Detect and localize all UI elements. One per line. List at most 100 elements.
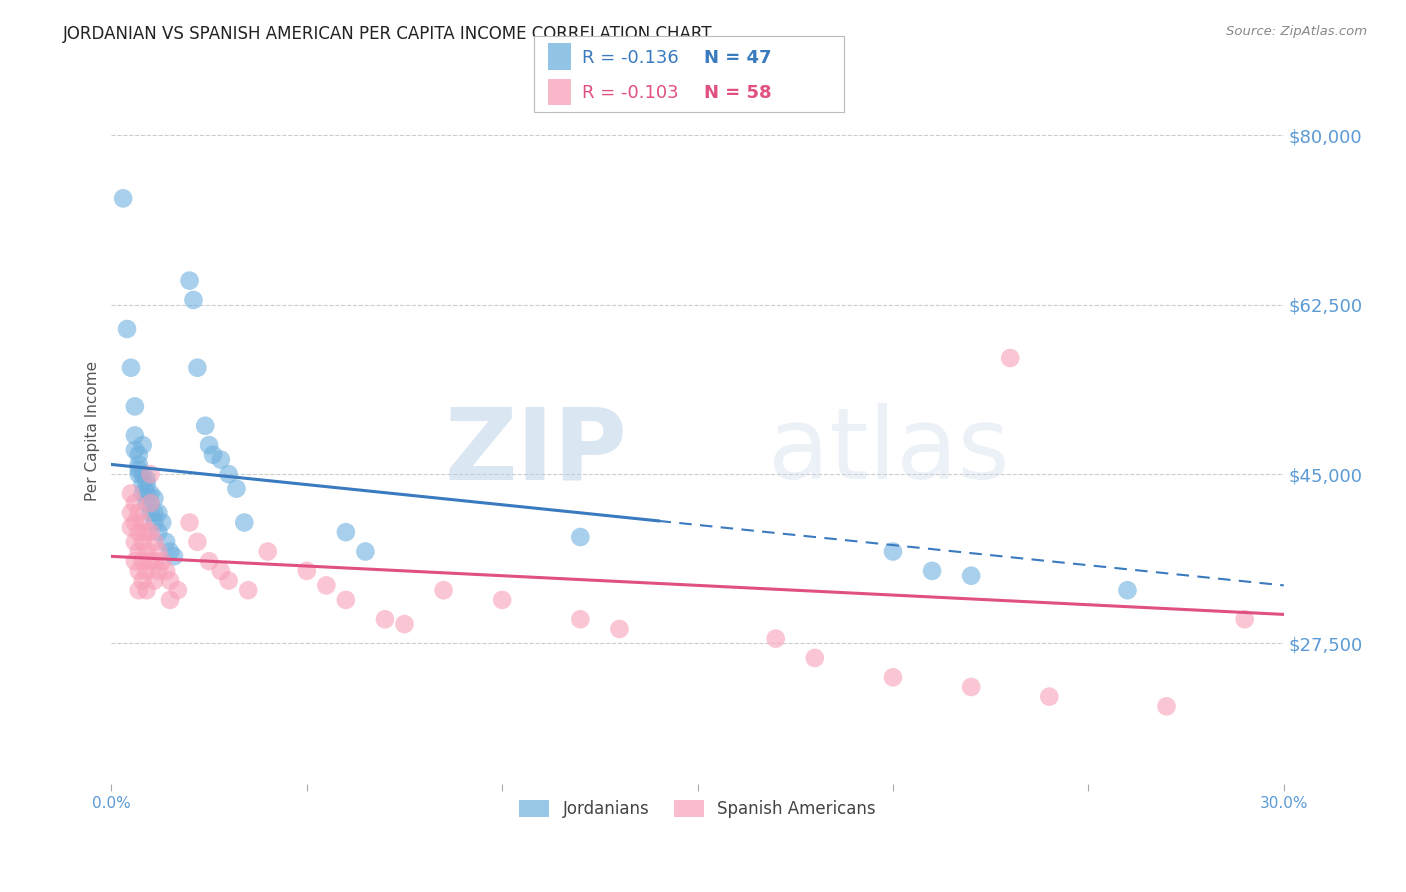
Text: ZIP: ZIP — [444, 403, 627, 500]
Point — [150, 516, 173, 530]
Point — [218, 467, 240, 482]
Point — [163, 549, 186, 564]
Point — [491, 593, 513, 607]
Point — [148, 525, 170, 540]
Point — [131, 476, 153, 491]
Point — [131, 516, 153, 530]
Point — [128, 564, 150, 578]
Point — [115, 322, 138, 336]
Point — [295, 564, 318, 578]
Point — [921, 564, 943, 578]
Point — [135, 583, 157, 598]
Point — [124, 400, 146, 414]
Point — [143, 506, 166, 520]
Point — [139, 506, 162, 520]
Point — [124, 554, 146, 568]
Point — [128, 462, 150, 476]
Point — [374, 612, 396, 626]
Point — [148, 564, 170, 578]
Y-axis label: Per Capita Income: Per Capita Income — [86, 360, 100, 500]
Point — [194, 418, 217, 433]
Point — [882, 670, 904, 684]
Point — [183, 293, 205, 307]
Point — [335, 525, 357, 540]
Point — [143, 491, 166, 506]
Point — [354, 544, 377, 558]
Point — [186, 360, 208, 375]
Point — [960, 568, 983, 582]
Point — [569, 612, 592, 626]
Point — [131, 467, 153, 482]
Text: atlas: atlas — [768, 403, 1010, 500]
Point — [225, 482, 247, 496]
Point — [198, 438, 221, 452]
Point — [120, 360, 142, 375]
Point — [128, 448, 150, 462]
Point — [233, 516, 256, 530]
Point — [218, 574, 240, 588]
Point — [128, 467, 150, 482]
Point — [155, 534, 177, 549]
Point — [143, 534, 166, 549]
Text: N = 47: N = 47 — [704, 49, 772, 68]
Point — [202, 448, 225, 462]
Point — [179, 274, 201, 288]
Point — [135, 564, 157, 578]
Point — [256, 544, 278, 558]
Point — [166, 583, 188, 598]
Point — [186, 534, 208, 549]
Point — [128, 525, 150, 540]
Point — [159, 544, 181, 558]
Point — [131, 534, 153, 549]
Text: R = -0.103: R = -0.103 — [582, 84, 679, 102]
Point — [131, 574, 153, 588]
Point — [765, 632, 787, 646]
Point — [128, 544, 150, 558]
Point — [1156, 699, 1178, 714]
Point — [128, 583, 150, 598]
Point — [155, 564, 177, 578]
Point — [139, 486, 162, 500]
Point — [143, 554, 166, 568]
Point — [159, 593, 181, 607]
Point — [124, 442, 146, 457]
Point — [238, 583, 260, 598]
Point — [139, 496, 162, 510]
Point — [131, 486, 153, 500]
Point — [150, 554, 173, 568]
Point — [124, 428, 146, 442]
Point — [135, 476, 157, 491]
Point — [131, 554, 153, 568]
Point — [139, 496, 162, 510]
Point — [335, 593, 357, 607]
Point — [124, 496, 146, 510]
Point — [148, 506, 170, 520]
Point — [804, 651, 827, 665]
Point — [209, 564, 232, 578]
Point — [139, 554, 162, 568]
Legend: Jordanians, Spanish Americans: Jordanians, Spanish Americans — [512, 793, 883, 825]
Point — [179, 516, 201, 530]
Point — [209, 452, 232, 467]
Point — [135, 472, 157, 486]
Point — [143, 516, 166, 530]
Point — [569, 530, 592, 544]
Point — [198, 554, 221, 568]
Text: Source: ZipAtlas.com: Source: ZipAtlas.com — [1226, 25, 1367, 38]
Point — [120, 520, 142, 534]
Text: N = 58: N = 58 — [704, 84, 772, 102]
Point — [159, 574, 181, 588]
Point — [124, 534, 146, 549]
Point — [143, 574, 166, 588]
Point — [124, 516, 146, 530]
Point — [882, 544, 904, 558]
Point — [315, 578, 337, 592]
Point — [135, 525, 157, 540]
Point — [112, 191, 135, 205]
Point — [1116, 583, 1139, 598]
Point — [139, 467, 162, 482]
Point — [960, 680, 983, 694]
Point — [1000, 351, 1022, 365]
Point — [1038, 690, 1060, 704]
Point — [135, 486, 157, 500]
